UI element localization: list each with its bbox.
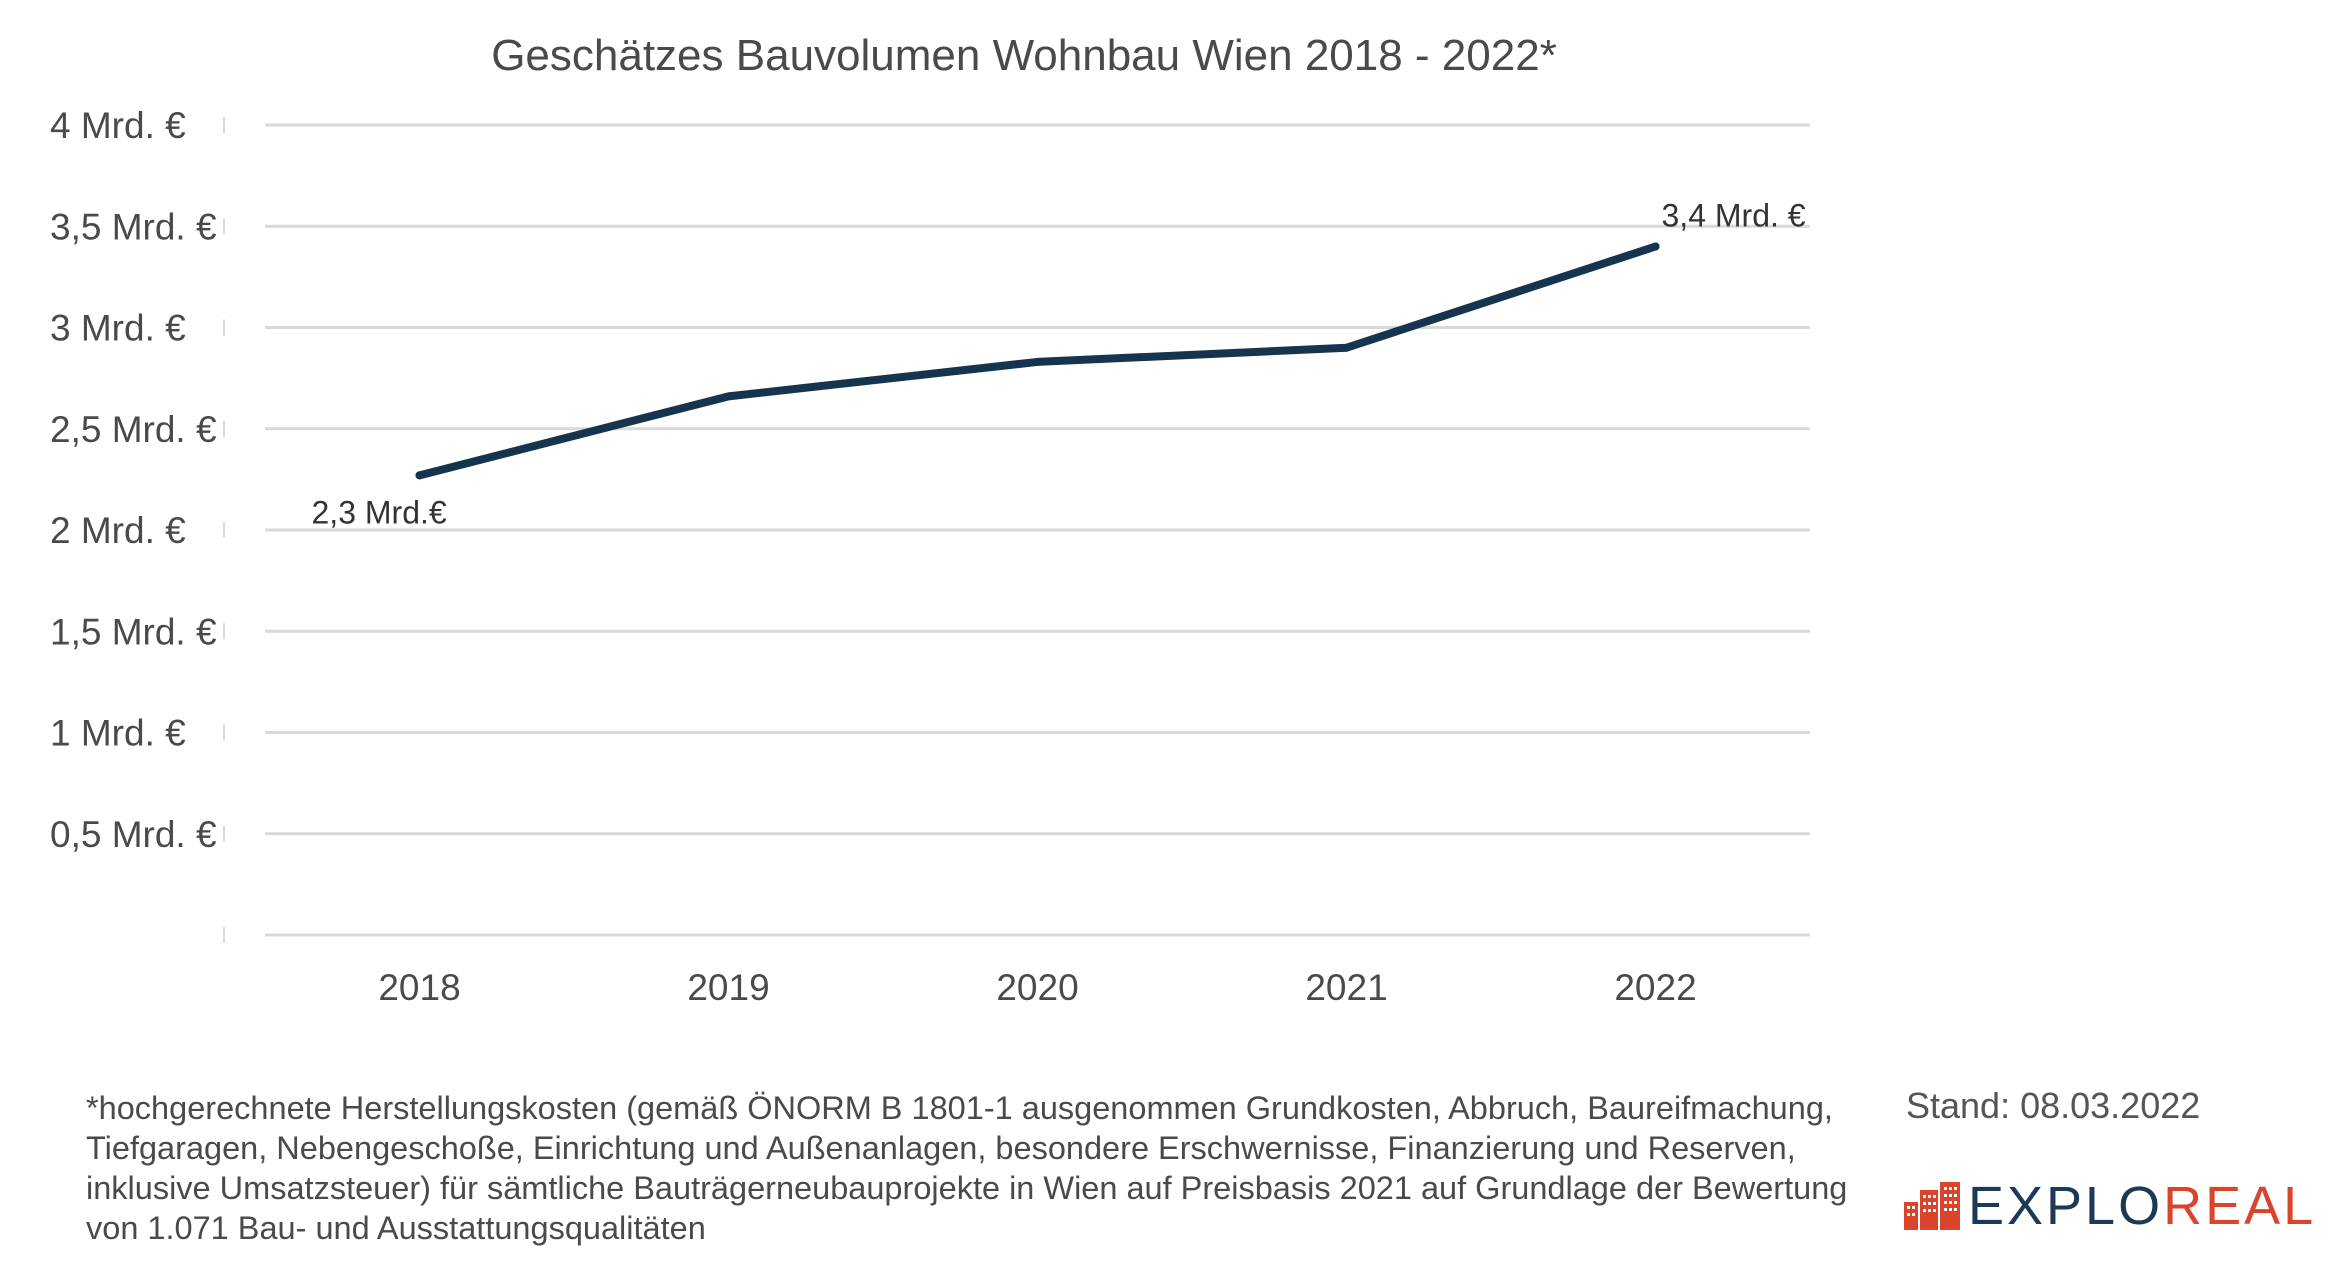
y-tick-label: 3,5 Mrd. € — [50, 206, 217, 247]
building-icon — [1904, 1182, 1960, 1230]
y-tick-label: 3 Mrd. € — [50, 308, 186, 349]
footnote: *hochgerechnete Herstellungskosten (gemä… — [86, 1090, 1848, 1246]
data-point — [1342, 343, 1351, 352]
grid-lines — [223, 117, 1810, 943]
x-tick-label: 2019 — [687, 967, 769, 1008]
logo-wordmark: EXPLOREAL — [1968, 1176, 2316, 1236]
y-tick-label: 1 Mrd. € — [50, 713, 186, 754]
x-tick-label: 2022 — [1614, 967, 1696, 1008]
chart-title: Geschätzes Bauvolumen Wohnbau Wien 2018 … — [491, 31, 1557, 80]
logo-text-real: REAL — [2163, 1176, 2317, 1236]
y-tick-label: 2 Mrd. € — [50, 510, 186, 551]
x-axis-tick-labels: 2018 2019 2020 2021 2022 — [378, 967, 1696, 1008]
data-point — [1651, 242, 1660, 251]
y-tick-label: 1,5 Mrd. € — [50, 611, 217, 652]
y-tick-label: 2,5 Mrd. € — [50, 409, 217, 450]
series-group — [415, 242, 1660, 480]
data-point — [415, 471, 424, 480]
y-tick-label: 4 Mrd. € — [50, 105, 186, 146]
data-point — [1033, 357, 1042, 366]
data-label: 2,3 Mrd.€ — [312, 494, 447, 530]
data-labels: 2,3 Mrd.€ 3,4 Mrd. € — [312, 198, 1806, 531]
x-tick-label: 2020 — [996, 967, 1078, 1008]
data-point — [724, 392, 733, 401]
data-label: 3,4 Mrd. € — [1662, 198, 1806, 234]
y-axis-tick-labels: 0,5 Mrd. € 1 Mrd. € 1,5 Mrd. € 2 Mrd. € 2,5 … — [50, 105, 217, 855]
explo-real-logo: EXPLOREAL — [1904, 1176, 2316, 1236]
y-tick-label: 0,5 Mrd. € — [50, 814, 217, 855]
logo-text-explo: EXPLO — [1968, 1176, 2164, 1236]
x-tick-label: 2018 — [378, 967, 460, 1008]
x-tick-label: 2021 — [1305, 967, 1387, 1008]
stand-date: Stand: 08.03.2022 — [1906, 1085, 2201, 1126]
